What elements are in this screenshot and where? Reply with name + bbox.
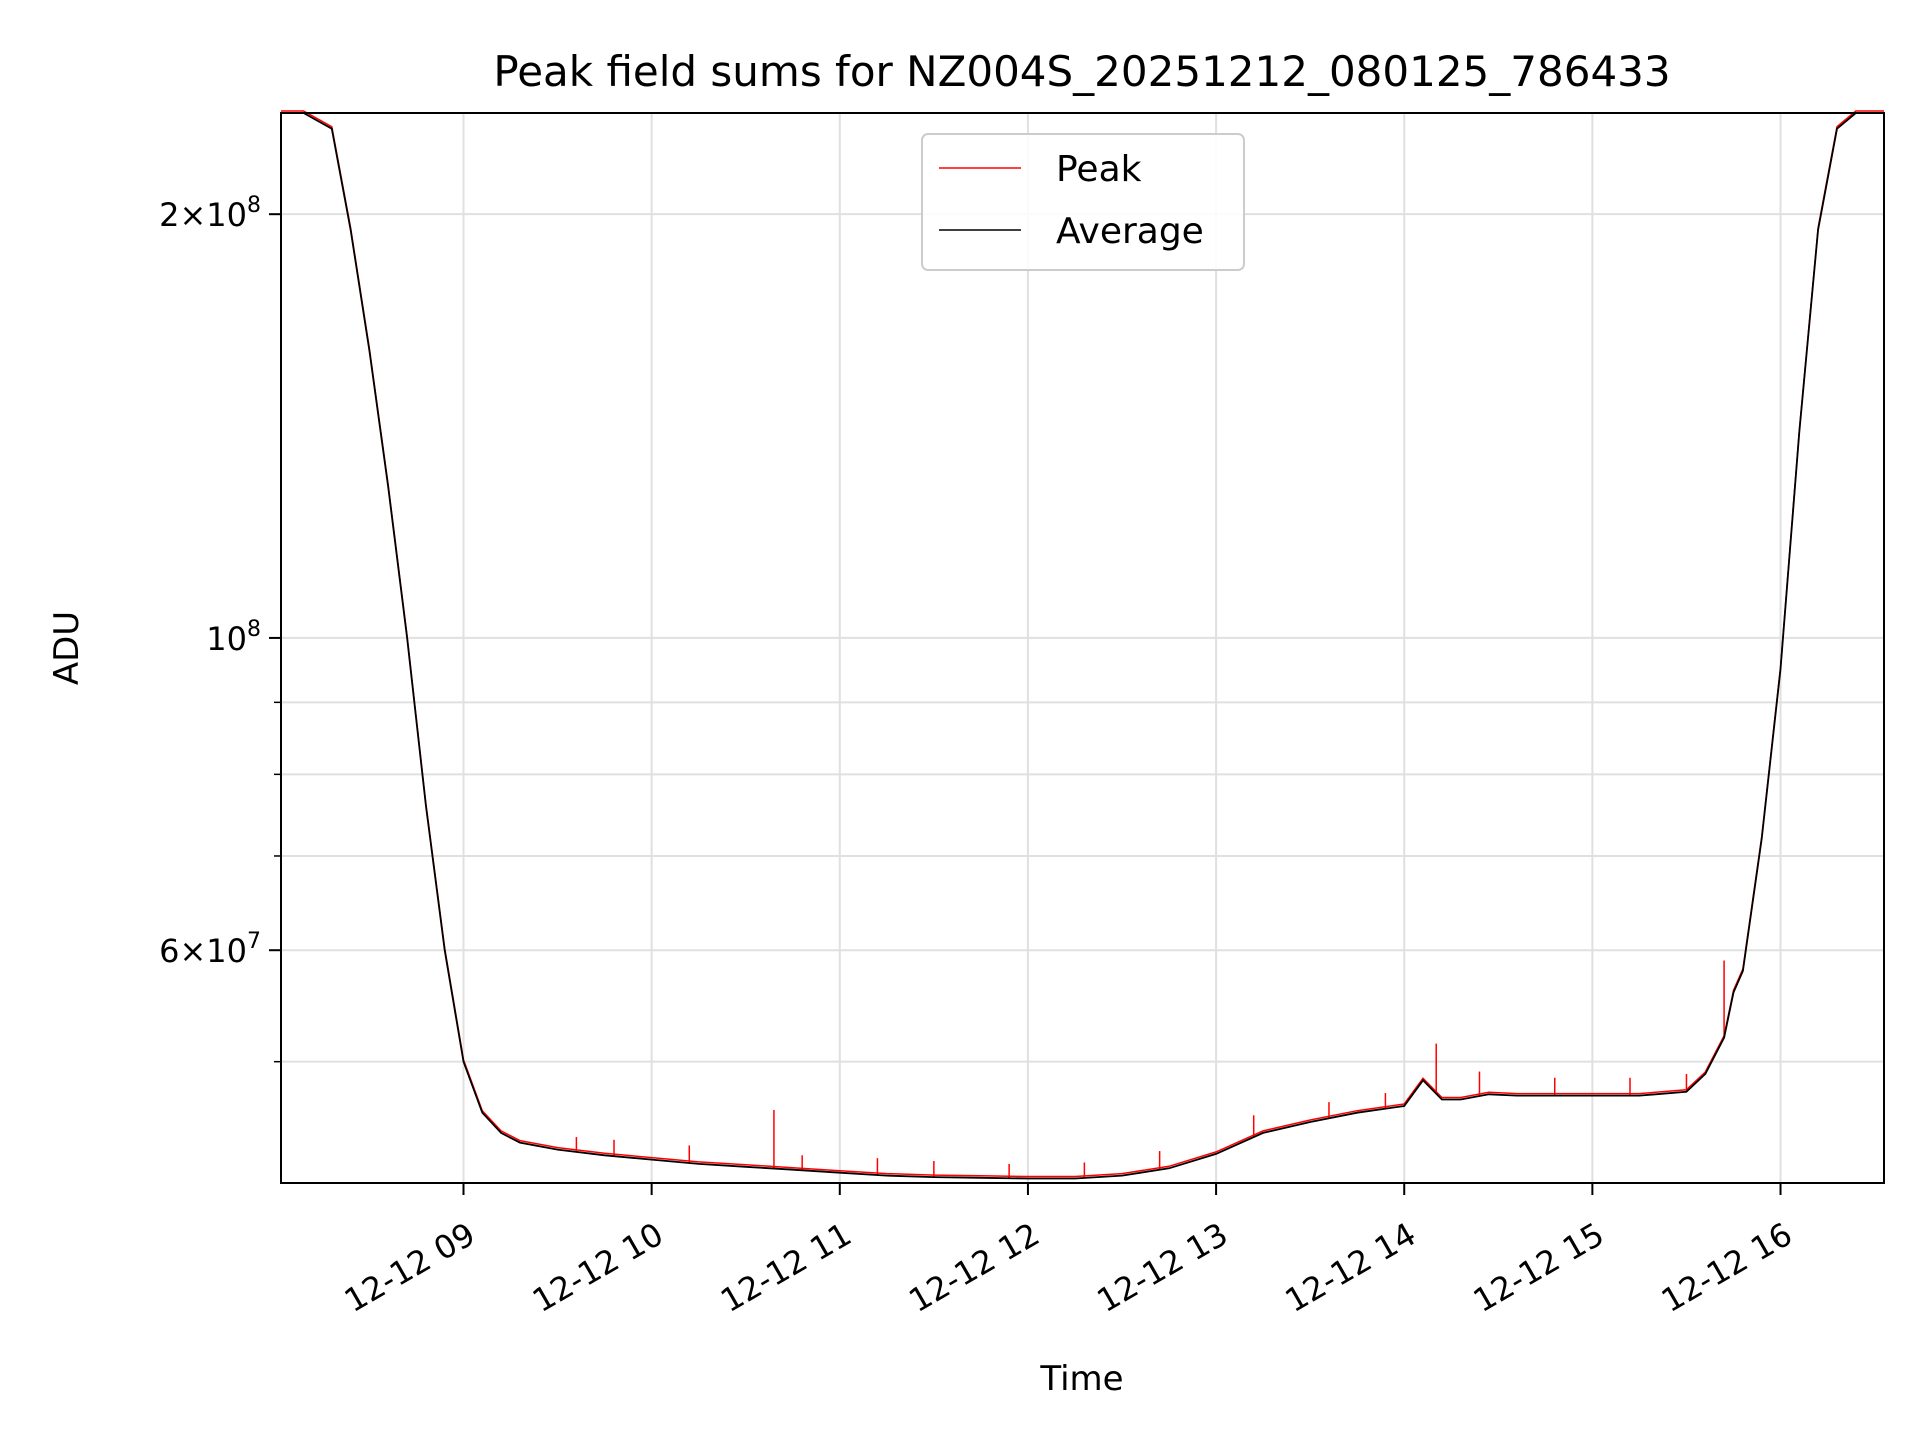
y-axis: 6×107 108 2×108 <box>159 193 281 1063</box>
legend: Peak Average <box>921 133 1245 271</box>
legend-label-peak: Peak <box>1056 149 1142 190</box>
plot-lines <box>281 110 1884 1180</box>
series-line-average <box>281 112 1884 1180</box>
y-tick-label: 2×108 <box>159 193 261 234</box>
chart-title: Peak field sums for NZ004S_20251212_0801… <box>493 47 1670 96</box>
x-axis-label: Time <box>1039 1359 1123 1399</box>
plot-frame <box>280 112 1885 1184</box>
y-axis-label: ADU <box>47 611 87 685</box>
legend-label-average: Average <box>1056 211 1204 252</box>
y-tick-label: 6×107 <box>159 929 261 970</box>
y-tick-label: 108 <box>206 617 261 658</box>
